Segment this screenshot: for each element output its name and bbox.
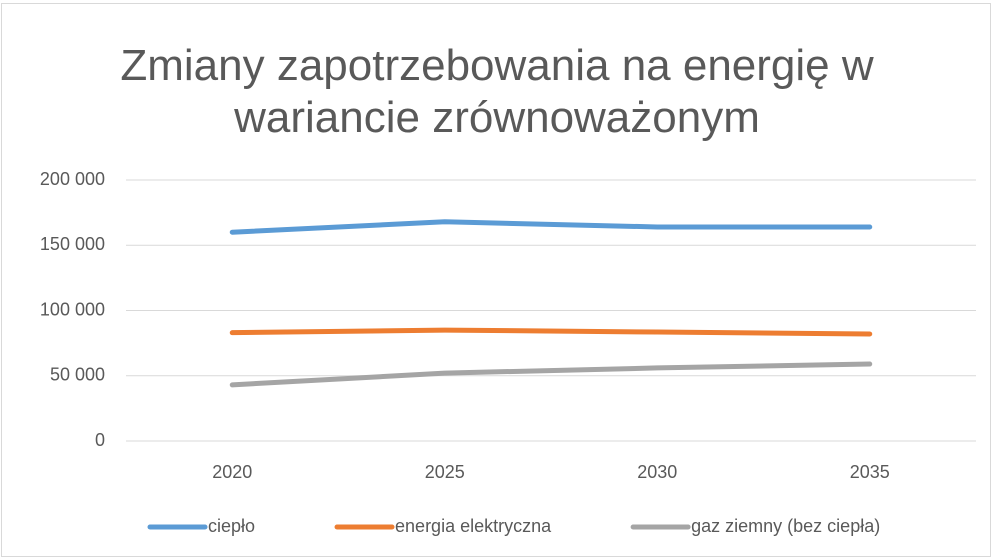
legend-label: ciepło [208,516,255,536]
series-line [229,361,873,388]
x-tick-label: 2030 [637,462,677,482]
legend-label: energia elektryczna [395,516,552,536]
chart-title: Zmiany zapotrzebowania na energię w wari… [120,41,874,142]
x-tick-label: 2035 [850,462,890,482]
x-tick-label: 2025 [425,462,465,482]
legend-label: gaz ziemny (bez ciepła) [691,516,880,536]
x-tick-label: 2020 [212,462,252,482]
series-line [229,327,873,337]
y-tick-label: 100 000 [40,299,105,319]
series-line [229,219,873,235]
y-tick-label: 200 000 [40,169,105,189]
y-tick-label: 50 000 [50,365,105,385]
y-tick-label: 0 [95,430,105,450]
chart-frame [1,3,991,557]
y-tick-label: 150 000 [40,234,105,254]
